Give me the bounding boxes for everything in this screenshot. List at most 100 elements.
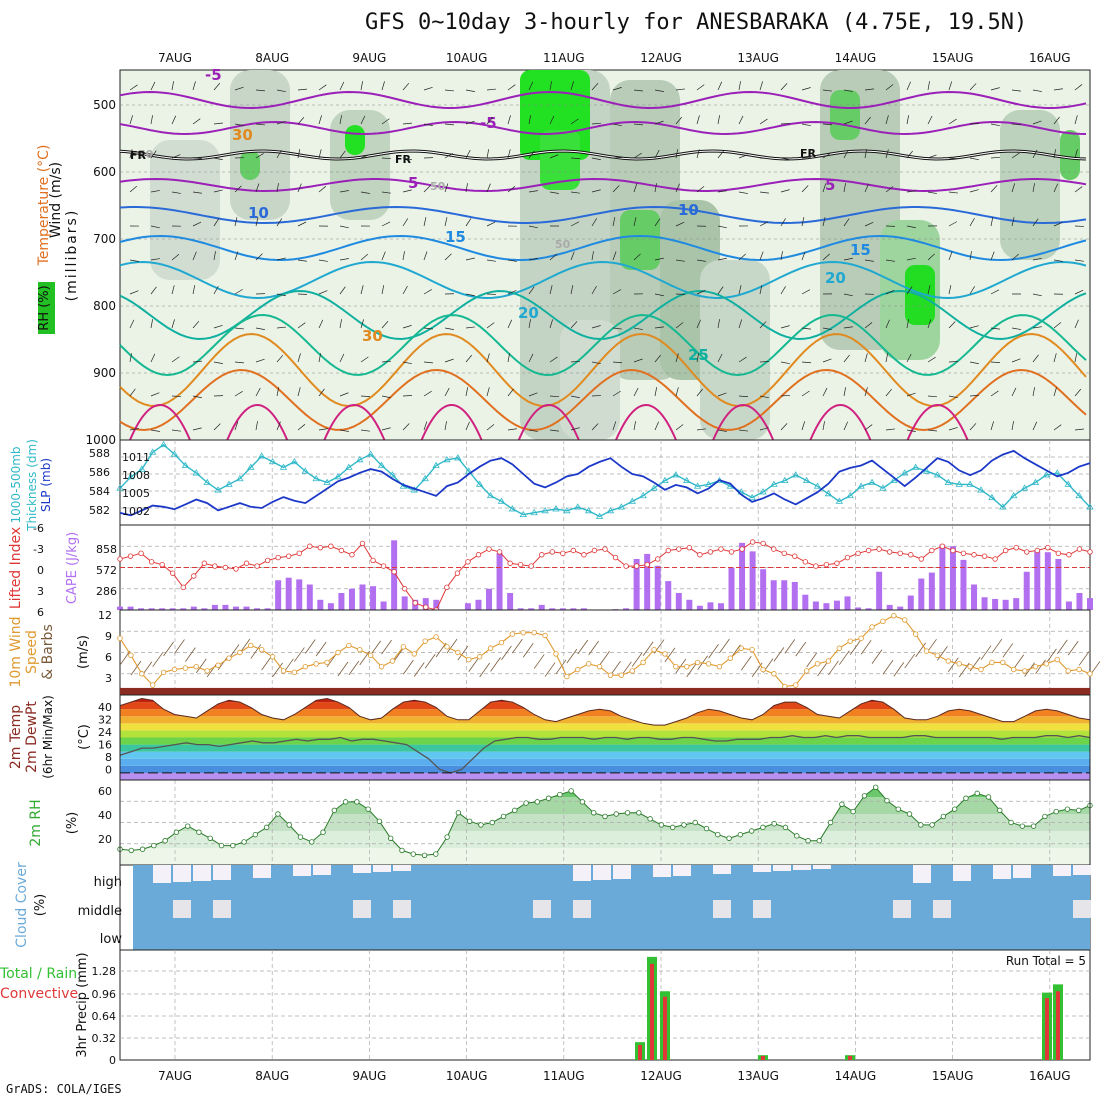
rh2m-line-marker (421, 852, 428, 858)
cape-tick-label: 858 (96, 543, 117, 556)
wind-barb (906, 429, 916, 432)
wind-barb (318, 319, 324, 329)
cape-bar (538, 604, 545, 610)
wind-barb (591, 286, 597, 295)
lifted-index-line-marker (401, 586, 408, 592)
wind-speed-line-marker (858, 635, 864, 642)
wind-barb-10m (337, 661, 349, 677)
wind-barb (948, 395, 958, 399)
thickness-line-marker (257, 452, 266, 459)
rh2m-line-marker (997, 807, 1003, 814)
wind-barb (1053, 222, 1063, 227)
wind-barb (549, 285, 553, 295)
wind-barb (318, 388, 325, 397)
temperature-contour-hot (809, 404, 872, 441)
wind-barb (1011, 183, 1016, 193)
wind-barb (486, 259, 496, 262)
wind-barb (570, 118, 579, 125)
thickness-line-marker (334, 473, 342, 480)
wind-barb (234, 421, 239, 431)
wind-barb (213, 324, 223, 329)
wind-barb-10m (904, 653, 916, 669)
wind-speed-line-marker (193, 663, 199, 670)
rh2m-line-marker (241, 839, 247, 845)
wind-barb (528, 81, 534, 91)
thickness-line-marker (1010, 491, 1018, 499)
rh2m-line-marker (1008, 819, 1014, 826)
slp-ylabel: SLP (mb) (39, 458, 53, 512)
wind-barb-10m (893, 662, 905, 677)
thickness-line-marker (988, 493, 996, 501)
wind-barb-10m (915, 642, 926, 658)
contour-label: 5 (408, 174, 418, 192)
temp-tick-label: 40 (98, 701, 112, 714)
wind-barb (129, 115, 133, 125)
wind-barb (738, 154, 748, 159)
rh2m-line-marker (207, 835, 213, 841)
wind-barb (1032, 183, 1035, 193)
wind-speed-line-marker (237, 649, 243, 656)
lifted-index-line-marker (359, 540, 366, 547)
rh2m-line-marker (466, 818, 473, 824)
lifted-index-line-marker (170, 570, 176, 576)
wind-tick-label: 9 (105, 630, 112, 643)
cloud-mid-gap (213, 900, 231, 918)
temp-band (120, 751, 1090, 759)
cape-bar (148, 608, 155, 610)
wind-barb (570, 81, 574, 91)
lifted-index-line-marker (939, 543, 946, 549)
wind-barb (213, 122, 223, 125)
lifted-index-line-marker (465, 559, 471, 565)
wind-barb (675, 353, 679, 363)
lifted-index-tick-label: 6 (37, 606, 44, 619)
wind-barb (234, 217, 238, 227)
wind-barb (318, 259, 328, 262)
cape-bar (855, 607, 862, 610)
wind-barb (465, 293, 475, 297)
wind-barb (759, 361, 770, 363)
wind-barb (276, 183, 279, 193)
cape-bar (211, 604, 218, 610)
wind-barb (696, 290, 706, 295)
date-tick-bottom: 10AUG (446, 1069, 488, 1083)
wind-barb (528, 286, 535, 295)
rh2m-line-marker (613, 811, 619, 817)
lifted-index-line-marker (739, 546, 745, 552)
contour-label: 10 (678, 201, 699, 219)
lifted-index-line-marker (749, 539, 756, 545)
rh-high-shading (830, 90, 860, 140)
wind-barb (1074, 319, 1079, 329)
wind-ylabel-c: & Barbs (40, 624, 56, 680)
wind-barb-10m (130, 660, 142, 676)
lifted-index-line-marker (338, 547, 345, 554)
wind-barb-10m (1013, 654, 1025, 669)
lifted-index-line-marker (707, 549, 714, 555)
wind-barb (318, 353, 321, 363)
wind-barb (654, 257, 664, 261)
wind-barb (591, 83, 599, 91)
wind-barb (150, 115, 153, 125)
wind-barb (297, 149, 301, 159)
rh-shading (560, 320, 620, 440)
temp-band (120, 730, 1090, 738)
thickness-line-marker (835, 497, 844, 504)
cloud-high-gap (393, 865, 411, 871)
lifted-index-line-marker (180, 584, 186, 591)
temp-band (120, 758, 1090, 766)
wind-barb-10m (675, 658, 687, 674)
pressure-tick-label: 500 (93, 98, 116, 112)
cape-tick-label: 572 (96, 564, 117, 577)
wind-barb (255, 123, 265, 126)
cloud-high-gap (353, 865, 371, 873)
wind-barb (738, 81, 741, 91)
wind-barb (234, 185, 242, 193)
cape-bar (391, 540, 398, 610)
wind-barb (1032, 89, 1042, 92)
wind-barb (276, 149, 282, 159)
wind-barb (990, 421, 994, 431)
wind-speed-line-marker (378, 663, 385, 670)
temperature-contour-hot (226, 404, 289, 441)
wind-barb (885, 289, 895, 295)
wind-speed-line-marker (389, 658, 396, 664)
wind-barb (528, 150, 535, 159)
